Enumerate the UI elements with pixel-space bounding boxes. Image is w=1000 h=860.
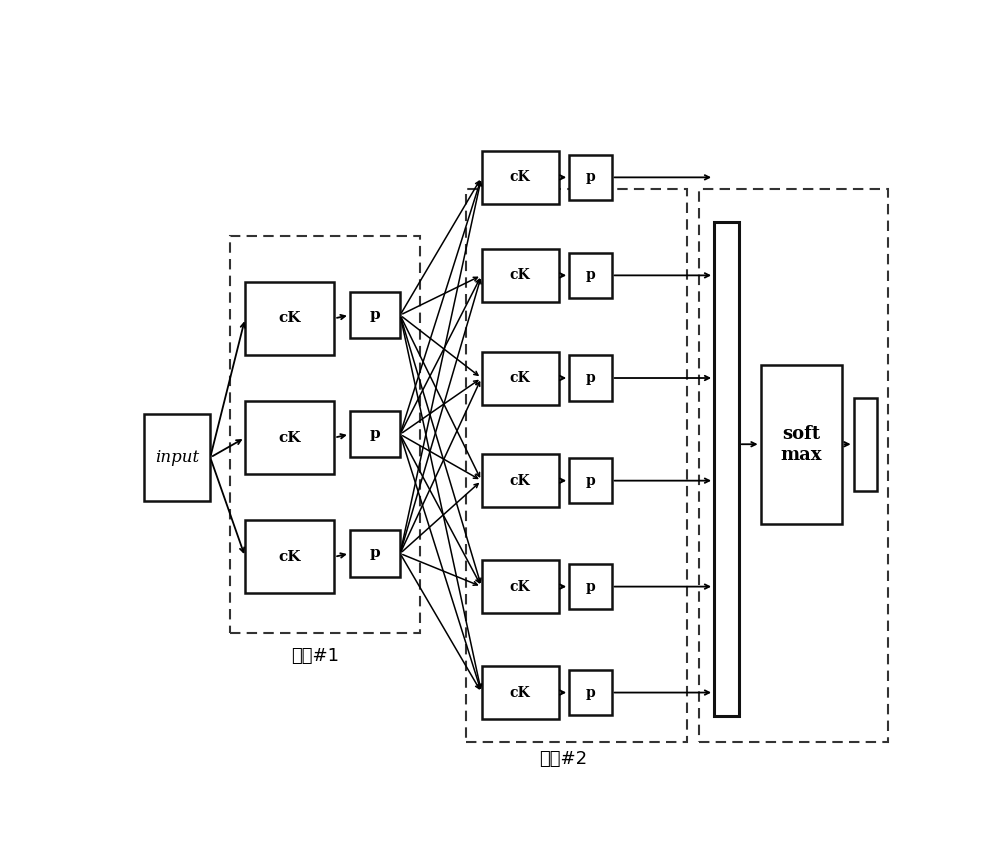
Text: input: input [155,449,199,466]
Bar [350,531,400,577]
Bar [569,564,612,609]
Bar [245,401,334,474]
Text: p: p [586,268,595,282]
Text: p: p [586,474,595,488]
Bar [569,670,612,715]
Bar [569,155,612,200]
Bar [569,355,612,401]
Text: p: p [586,685,595,699]
Text: cK: cK [510,580,531,593]
Bar [698,189,888,742]
Bar [482,666,559,719]
Bar [569,253,612,298]
Bar [245,282,334,355]
Text: p: p [586,170,595,184]
Text: cK: cK [510,474,531,488]
Text: cK: cK [510,371,531,385]
Text: cK: cK [278,550,301,564]
Text: soft
max: soft max [780,425,822,464]
Bar [482,560,559,613]
Text: 子层#1: 子层#1 [291,647,339,665]
Bar [466,189,687,742]
Text: p: p [370,308,380,322]
Bar [854,398,877,490]
Bar [714,223,739,716]
Bar [761,365,842,524]
Bar [350,292,400,338]
Bar [482,150,559,204]
Bar [482,454,559,507]
Text: cK: cK [510,170,531,184]
Text: p: p [370,546,380,561]
Bar [245,520,334,593]
Text: cK: cK [510,268,531,282]
Bar [350,411,400,458]
Bar [482,352,559,404]
Text: 子层#2: 子层#2 [539,750,587,768]
Bar [230,236,420,633]
Bar [144,415,210,501]
Text: p: p [586,371,595,385]
Text: cK: cK [278,431,301,445]
Bar [569,458,612,503]
Text: p: p [370,427,380,441]
Bar [482,249,559,302]
Text: cK: cK [278,311,301,325]
Text: cK: cK [510,685,531,699]
Text: p: p [586,580,595,593]
